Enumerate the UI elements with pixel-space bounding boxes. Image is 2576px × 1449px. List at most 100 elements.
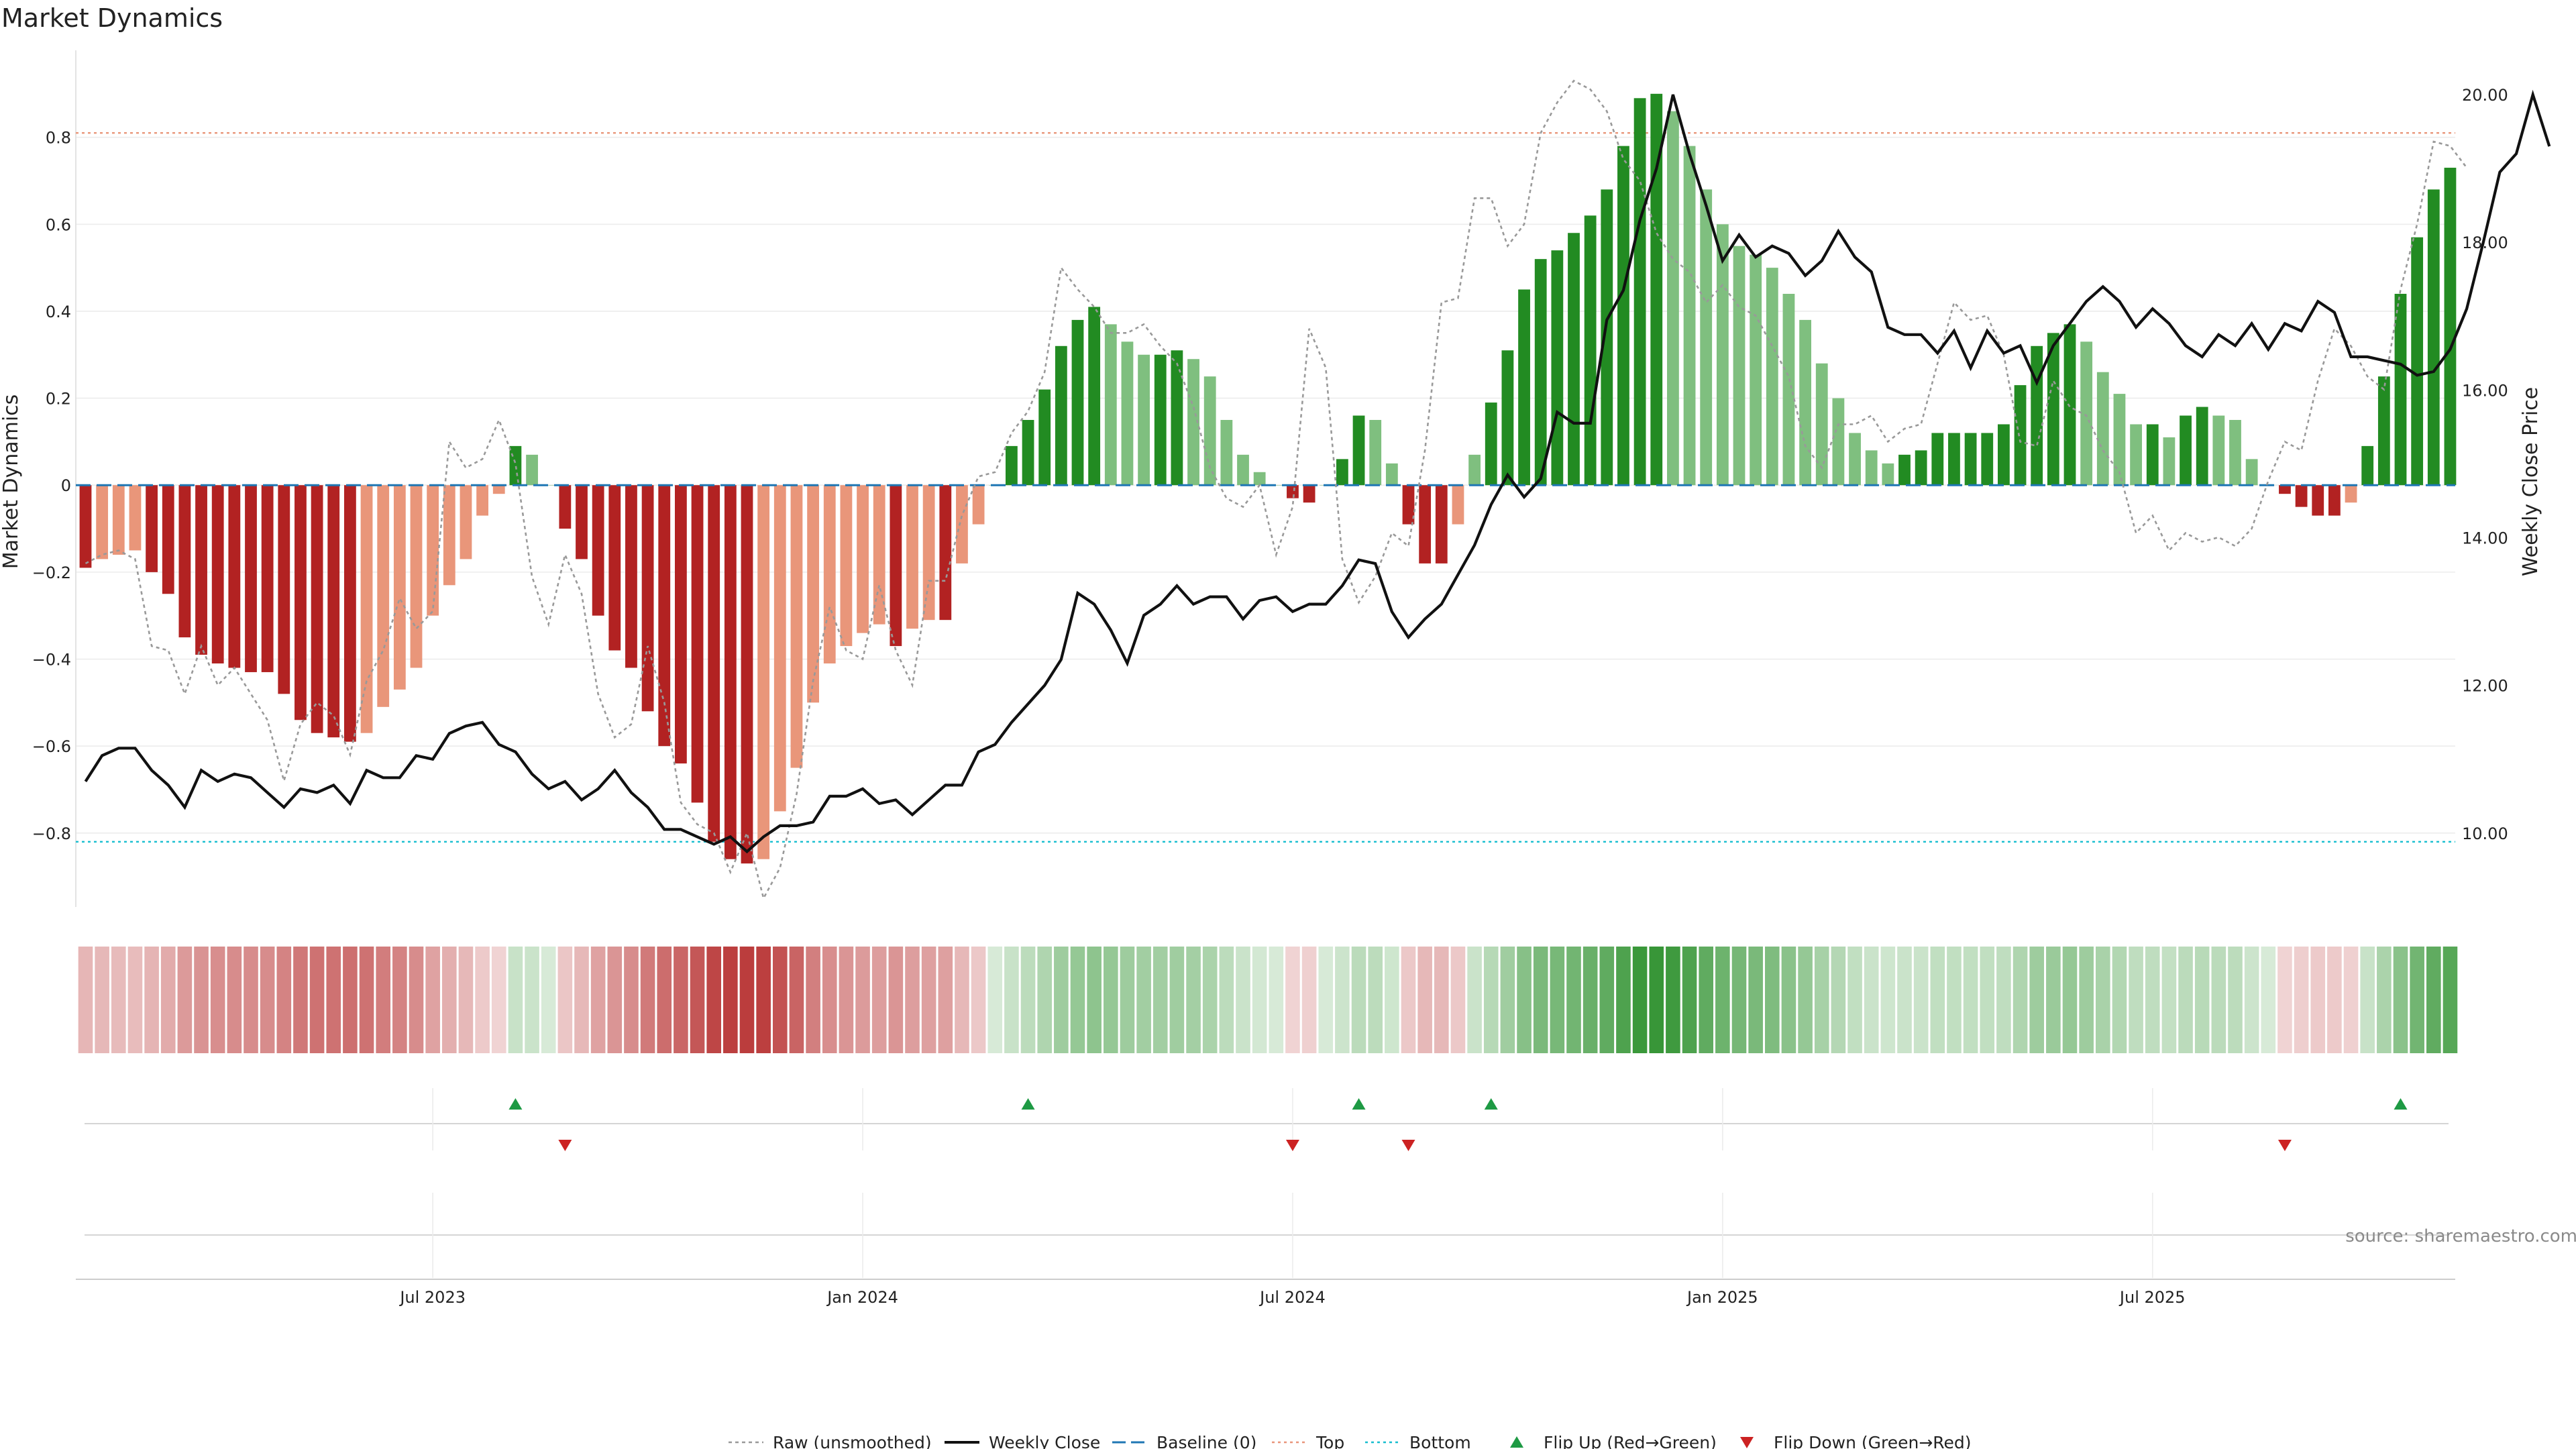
dynamics-bar bbox=[1733, 246, 1746, 486]
heat-cell bbox=[227, 947, 242, 1053]
dynamics-bar bbox=[1815, 363, 1828, 486]
legend: Raw (unsmoothed) Weekly Close Baseline (0)… bbox=[729, 1433, 1972, 1449]
heat-cell bbox=[921, 947, 936, 1053]
heat-cell bbox=[2244, 947, 2259, 1053]
heat-cell bbox=[2079, 947, 2094, 1053]
heat-cell bbox=[1963, 947, 1978, 1053]
dynamics-bar bbox=[443, 485, 455, 586]
dynamics-bar bbox=[2411, 237, 2424, 486]
dynamics-bar bbox=[1203, 376, 1216, 486]
flip-up-marker bbox=[2394, 1098, 2408, 1110]
legend-item: Bottom bbox=[1365, 1433, 1471, 1449]
dynamics-bar bbox=[2328, 485, 2341, 516]
heat-cell bbox=[309, 947, 325, 1053]
dynamics-bar bbox=[360, 485, 373, 733]
dynamics-bar bbox=[2345, 485, 2357, 503]
right-tick-label: 16.00 bbox=[2462, 381, 2508, 400]
heat-cell bbox=[1666, 947, 1680, 1053]
x-axis-ticks: Jul 2023 Jan 2024 Jul 2024 Jan 2025 Jul 2025 bbox=[398, 1288, 2185, 1307]
heat-cell bbox=[756, 947, 771, 1053]
dynamics-bar bbox=[2212, 415, 2225, 486]
heat-cell bbox=[244, 947, 258, 1053]
dynamics-bar bbox=[79, 485, 92, 568]
heat-cell bbox=[293, 947, 308, 1053]
dynamics-bar bbox=[873, 485, 885, 625]
heat-cell bbox=[1467, 947, 1482, 1053]
left-axis-ticks: 0.8 0.6 0.4 0.2 0 −0.2 −0.4 −0.6 −0.8 bbox=[32, 129, 71, 843]
dynamics-bar bbox=[1419, 485, 1432, 564]
weekly-close-line bbox=[84, 89, 2551, 854]
dynamics-bar bbox=[608, 485, 621, 651]
left-axis-label: Market Dynamics bbox=[0, 394, 23, 570]
dynamics-bar bbox=[146, 485, 158, 572]
dynamics-bar bbox=[1865, 450, 1878, 486]
dynamics-bar bbox=[2080, 341, 2093, 486]
dynamics-bar bbox=[2444, 168, 2457, 486]
heat-cell bbox=[343, 947, 358, 1053]
right-tick-label: 20.00 bbox=[2462, 86, 2508, 105]
right-axis-label: Weekly Close Price bbox=[2519, 387, 2542, 576]
legend-item: Top bbox=[1272, 1433, 1344, 1449]
dynamics-bar bbox=[559, 485, 572, 529]
dynamics-bar bbox=[2130, 424, 2142, 486]
dynamics-bar bbox=[1171, 350, 1183, 486]
heat-cell bbox=[1301, 947, 1317, 1053]
heat-cell bbox=[1417, 947, 1432, 1053]
dynamics-bar bbox=[2245, 459, 2258, 486]
dynamics-bar bbox=[211, 485, 224, 663]
dynamics-bar bbox=[1270, 485, 1283, 486]
heat-cell bbox=[458, 947, 474, 1053]
heat-cell bbox=[739, 947, 755, 1053]
dynamics-bar bbox=[823, 485, 836, 663]
left-tick-label: 0 bbox=[61, 476, 71, 495]
dynamics-bar bbox=[890, 485, 902, 647]
dynamics-bar bbox=[1088, 307, 1101, 486]
legend-label: Weekly Close bbox=[989, 1433, 1100, 1449]
heat-cell bbox=[2343, 947, 2359, 1053]
legend-item: Flip Down (Green→Red) bbox=[1740, 1433, 1972, 1449]
heat-cell bbox=[1880, 947, 1896, 1053]
dynamics-bar bbox=[1782, 294, 1795, 486]
dynamics-bar bbox=[2361, 445, 2374, 486]
dynamics-bar bbox=[2295, 485, 2308, 507]
heat-cell bbox=[376, 947, 390, 1053]
heat-cell bbox=[409, 947, 424, 1053]
dynamics-bar bbox=[2279, 485, 2291, 494]
heat-cell bbox=[1351, 947, 1366, 1053]
legend-item: Weekly Close bbox=[945, 1433, 1100, 1449]
left-tick-label: −0.6 bbox=[32, 737, 71, 756]
heat-cell bbox=[2112, 947, 2127, 1053]
heat-cell bbox=[1483, 947, 1499, 1053]
dynamics-bar bbox=[1898, 454, 1911, 486]
heat-cell bbox=[1285, 947, 1300, 1053]
dynamics-bar bbox=[939, 485, 952, 621]
right-tick-label: 10.00 bbox=[2462, 824, 2508, 843]
dynamics-bar bbox=[972, 485, 985, 525]
dynamics-bar bbox=[1667, 111, 1679, 486]
dynamics-bar bbox=[526, 454, 538, 486]
heat-cell bbox=[541, 947, 556, 1053]
heat-cell bbox=[1996, 947, 2011, 1053]
heat-cell bbox=[690, 947, 705, 1053]
dynamics-bar bbox=[1750, 254, 1762, 486]
dynamics-bar bbox=[1385, 463, 1398, 486]
dynamics-bar bbox=[1253, 472, 1266, 486]
left-tick-label: −0.4 bbox=[32, 651, 71, 669]
dynamics-bar bbox=[1336, 459, 1348, 486]
heat-cell bbox=[78, 947, 93, 1053]
heat-cell bbox=[2228, 947, 2243, 1053]
heat-cell bbox=[1335, 947, 1350, 1053]
heat-cell bbox=[508, 947, 523, 1053]
heat-cell bbox=[1781, 947, 1796, 1053]
heat-cell bbox=[607, 947, 623, 1053]
dynamics-bar bbox=[1220, 419, 1233, 486]
heat-cell bbox=[210, 947, 225, 1053]
dynamics-bar bbox=[2063, 324, 2076, 486]
heat-cell bbox=[2062, 947, 2078, 1053]
dynamics-bar bbox=[807, 485, 819, 703]
heat-cell bbox=[888, 947, 904, 1053]
dynamics-bar bbox=[1468, 454, 1481, 486]
flip-down-marker bbox=[2277, 1140, 2292, 1151]
flip-up-marker bbox=[1021, 1098, 1035, 1110]
